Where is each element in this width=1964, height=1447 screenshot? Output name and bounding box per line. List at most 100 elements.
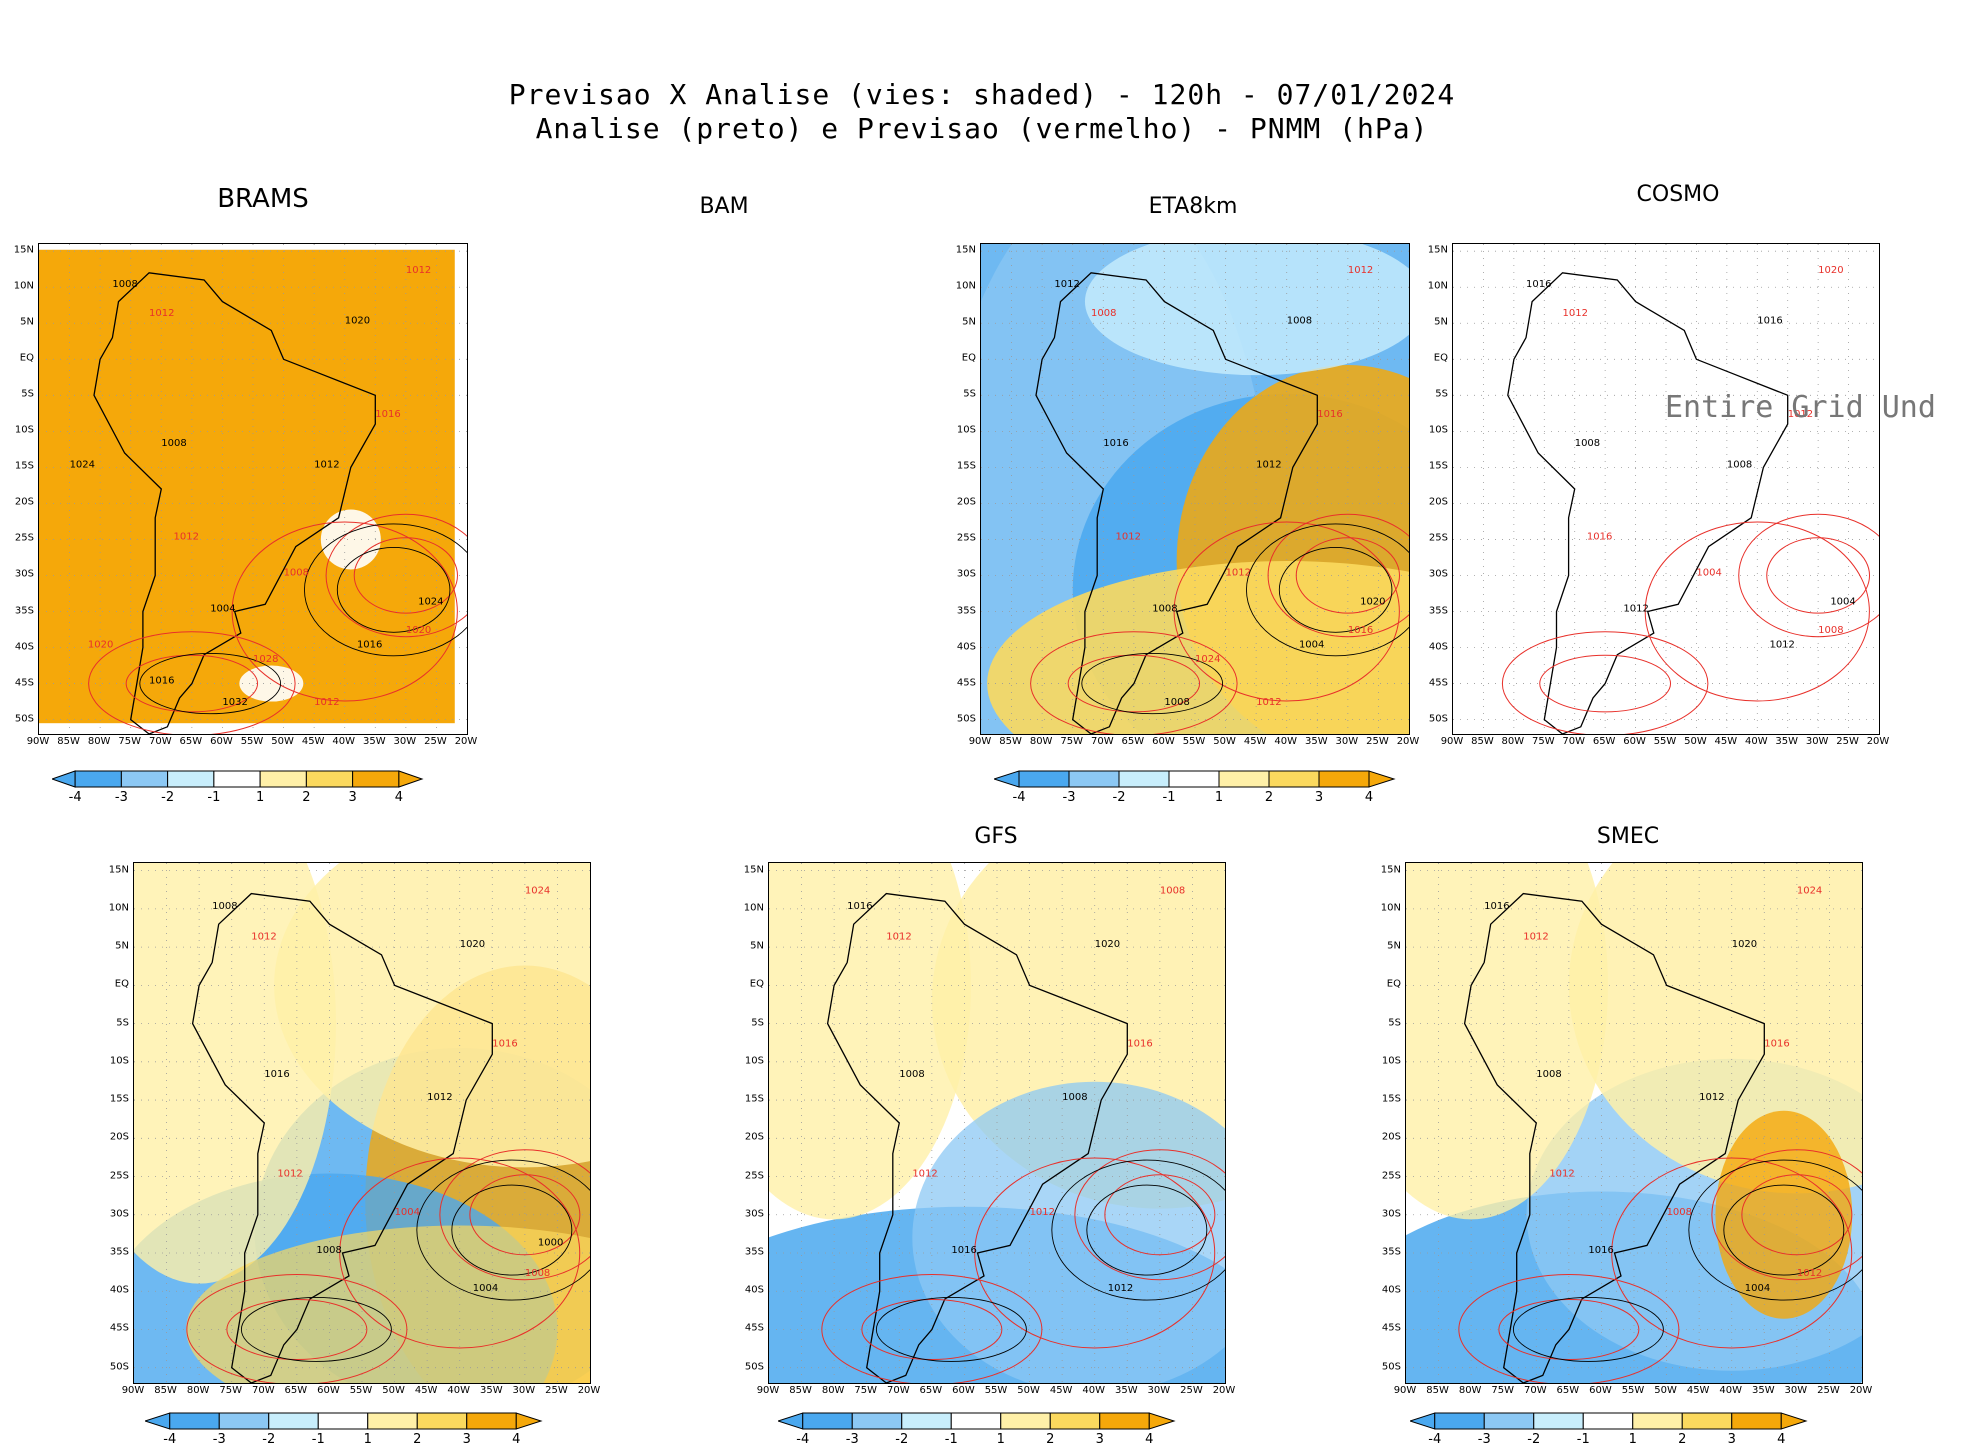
x-tick-label: 55W [1182, 736, 1206, 747]
x-tick-label: 50W [1017, 1385, 1040, 1396]
colorbar-label: 4 [1777, 1432, 1786, 1447]
x-tick-label: 40W [447, 1385, 471, 1396]
map-svg: 1008 1012 1008 1012 1004 1008 1012 1016 1020 1012… [39, 244, 467, 734]
x-tick-label: 80W [1029, 736, 1053, 747]
isobar-label: 1012 [427, 1092, 452, 1103]
y-tick-label: 10N [743, 902, 764, 914]
isobar-label: 1016 [847, 901, 872, 912]
panel-title-bam: BAM [699, 194, 749, 219]
y-tick-label: 15S [14, 460, 34, 472]
isobar-label: 1008 [1152, 604, 1177, 615]
y-tick-label: 5S [751, 1017, 764, 1029]
isobar-label: 1020 [1818, 265, 1843, 276]
isobar-label: 1012 [1523, 931, 1548, 942]
y-tick-label: 10N [13, 280, 34, 292]
x-tick-label: 45W [1686, 1385, 1710, 1396]
colorbar-label: -1 [207, 790, 221, 805]
x-tick-label: 50W [1213, 736, 1236, 747]
x-tick-label: 80W [1458, 1385, 1482, 1396]
colorbar-label: -4 [1428, 1432, 1442, 1447]
colorbar-label: 4 [1364, 790, 1374, 805]
y-tick-label: EQ [961, 352, 976, 364]
colorbar-label: -2 [161, 790, 175, 805]
x-tick-label: 50W [271, 736, 294, 747]
x-tick-label: 70W [1523, 1385, 1547, 1396]
x-tick-label: 90W [1393, 1385, 1417, 1396]
y-tick-label: 30S [1381, 1208, 1401, 1220]
x-tick-label: 30W [1147, 1385, 1171, 1396]
x-tick-label: 45W [301, 736, 325, 747]
x-tick-label: 25W [545, 1385, 568, 1396]
y-tick-label: 20S [1381, 1131, 1401, 1143]
isobar-label: 1020 [406, 625, 431, 636]
y-tick-label: EQ [749, 978, 764, 990]
isobar-label: 1008 [1818, 625, 1843, 636]
isobar-label: 1012 [1226, 567, 1251, 578]
isobar-label: 1012 [1054, 279, 1079, 290]
y-tick-label: 40S [956, 641, 976, 653]
isobar-label: 1004 [1830, 596, 1855, 607]
colorbar-label: 3 [348, 790, 357, 805]
y-tick-label: 20S [14, 496, 34, 508]
panel-title-gfs: GFS [974, 824, 1018, 849]
x-tick-label: 25W [424, 736, 447, 747]
colorbar-label: -1 [311, 1432, 325, 1447]
x-tick-label: 90W [121, 1385, 145, 1396]
colorbar-label: 2 [1046, 1432, 1055, 1447]
isobar-label: 1012 [406, 265, 431, 276]
y-tick-label: 25S [14, 532, 34, 544]
y-tick-label: 40S [14, 641, 34, 653]
isobar-label: 1024 [1797, 886, 1822, 897]
y-tick-label: 5N [1387, 940, 1401, 952]
isobar-label: 1008 [899, 1069, 924, 1080]
colorbar-label: -3 [212, 1432, 226, 1447]
y-tick-label: 35S [1381, 1246, 1401, 1258]
isobar-label: 1024 [70, 459, 95, 470]
y-tick-label: 45S [744, 1322, 764, 1334]
colorbar-label: -1 [1576, 1432, 1590, 1447]
y-tick-label: 10N [108, 902, 129, 914]
x-tick-label: 50W [382, 1385, 405, 1396]
x-tick-label: 55W [984, 1385, 1008, 1396]
isobar-label: 1012 [314, 697, 339, 708]
colorbar-label: 3 [1314, 790, 1324, 805]
x-tick-label: 90W [26, 736, 50, 747]
x-tick-label: 35W [1304, 736, 1328, 747]
x-tick-label: 90W [1440, 736, 1464, 747]
colorbar-label: -3 [1477, 1432, 1491, 1447]
isobar-label: 1016 [149, 676, 174, 687]
y-tick-label: EQ [19, 352, 34, 364]
isobar-label: 1004 [1299, 640, 1324, 651]
map-svg: 1016 1012 1008 1012 1016 1008 1012 1016 1020 1024… [1406, 863, 1862, 1383]
y-tick-label: 50S [744, 1361, 764, 1373]
isobar-label: 1012 [1769, 640, 1794, 651]
x-tick-label: 75W [219, 1385, 243, 1396]
y-tick-label: 15N [13, 244, 34, 256]
isobar-label: 1012 [1623, 604, 1648, 615]
colorbar [778, 1412, 1176, 1430]
y-tick-label: 15N [955, 244, 976, 256]
isobar-label: 1004 [473, 1283, 498, 1294]
colorbar-label: 1 [1214, 790, 1224, 805]
x-tick-label: 60W [1623, 736, 1646, 747]
x-tick-label: 65W [1592, 736, 1616, 747]
isobar-label: 1032 [222, 697, 247, 708]
x-tick-label: 70W [148, 736, 172, 747]
y-tick-label: 25S [744, 1170, 764, 1182]
isobar-label: 1004 [210, 604, 235, 615]
colorbar [52, 770, 424, 788]
y-tick-label: 10S [744, 1055, 764, 1067]
y-tick-label: 5S [21, 388, 34, 400]
x-tick-label: 75W [118, 736, 142, 747]
x-tick-label: 70W [886, 1385, 910, 1396]
x-tick-label: 25W [1180, 1385, 1203, 1396]
y-tick-label: 35S [1428, 605, 1448, 616]
colorbar-label: 4 [394, 790, 404, 805]
colorbar-label: 1 [255, 790, 265, 805]
y-tick-label: 25S [1381, 1170, 1401, 1182]
x-tick-label: 20W [1866, 736, 1890, 747]
y-tick-label: 45S [1381, 1322, 1401, 1334]
isobar-label: 1016 [357, 640, 382, 651]
colorbar-label: -2 [1527, 1432, 1541, 1447]
y-tick-label: 35S [109, 1246, 129, 1258]
